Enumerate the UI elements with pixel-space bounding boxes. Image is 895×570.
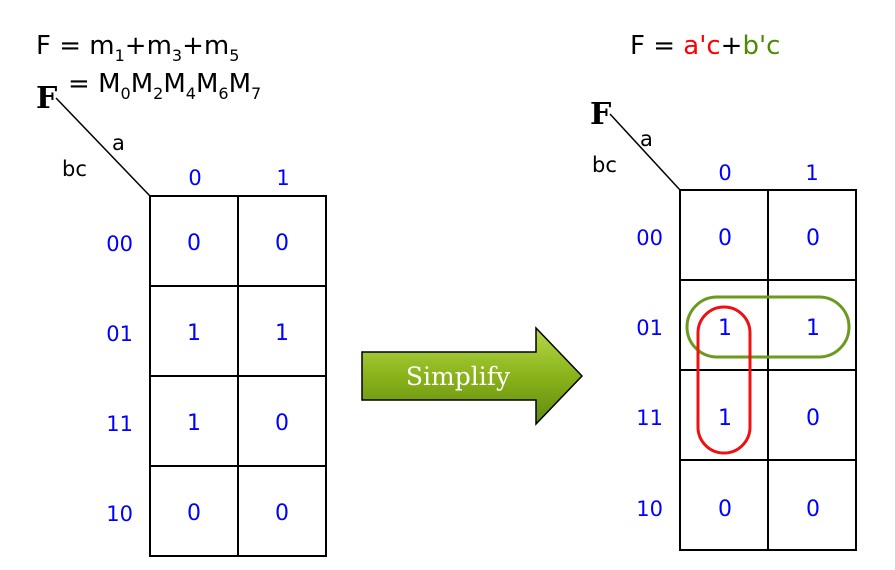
- kmap-cell: 0: [275, 231, 289, 256]
- col-header: 1: [276, 166, 289, 190]
- kmap-cell: 0: [718, 226, 732, 251]
- kmap-cell: 1: [187, 321, 201, 346]
- kmap-cell: 0: [806, 497, 820, 522]
- left-kmap: F a bc 0 1 00 01 11 10 0 0 1 1 1 0 0 0: [36, 81, 327, 557]
- svg-text:= M0M2M4M6M7: = M0M2M4M6M7: [68, 69, 261, 103]
- var-col-label: a: [112, 131, 125, 155]
- col-header: 0: [188, 166, 201, 190]
- var-row-label: bc: [592, 153, 617, 177]
- kmap-cell: 1: [275, 321, 289, 346]
- col-header: 1: [805, 161, 818, 185]
- corner-diagonal: [55, 97, 151, 197]
- row-header: 10: [106, 502, 133, 526]
- kmap-cell: 1: [718, 406, 732, 431]
- kmap-cell: 0: [275, 411, 289, 436]
- var-col-label: a: [640, 127, 653, 151]
- row-header: 00: [106, 232, 133, 256]
- kmap-cell: 0: [806, 226, 820, 251]
- kmap-cell: 1: [806, 316, 820, 341]
- row-header: 01: [106, 322, 133, 346]
- row-header: 01: [636, 316, 663, 340]
- simplify-arrow: Simplify: [361, 326, 584, 426]
- function-label: F: [36, 81, 57, 116]
- row-header: 11: [106, 412, 133, 436]
- kmap-cell: 0: [718, 497, 732, 522]
- row-header: 11: [636, 406, 663, 430]
- group-a-prime-c-loop: [696, 305, 752, 455]
- corner-diagonal: [609, 113, 681, 191]
- left-maxterm-equation: = M0M2M4M6M7: [68, 69, 261, 103]
- row-header: 00: [636, 226, 663, 250]
- term-b-prime-c: b'c: [742, 31, 780, 61]
- kmap-cell: 1: [187, 411, 201, 436]
- kmap-cell: 0: [806, 406, 820, 431]
- row-header: 10: [636, 497, 663, 521]
- function-label: F: [590, 97, 611, 132]
- left-minterm-equation: F = m1+m3+m5: [36, 31, 239, 65]
- term-a-prime-c: a'c: [683, 31, 720, 61]
- kmap-grid: [149, 195, 327, 557]
- var-row-label: bc: [62, 157, 87, 181]
- kmap-cell: 0: [275, 501, 289, 526]
- svg-text:F = m1+m3+m5: F = m1+m3+m5: [36, 31, 239, 65]
- kmap-cell: 1: [718, 316, 732, 341]
- svg-text:F = a'c+b'c: F = a'c+b'c: [630, 31, 780, 61]
- equation-lhs: F =: [36, 31, 89, 61]
- group-b-prime-c-loop: [685, 295, 851, 359]
- kmap-grid: [679, 189, 857, 551]
- simplify-label: Simplify: [406, 362, 511, 391]
- right-simplified-equation: F = a'c+b'c: [630, 31, 780, 61]
- kmap-cell: 0: [187, 231, 201, 256]
- right-kmap: F a bc 0 1 00 01 11 10 0 0 1 1 1 0 0 0: [590, 97, 857, 551]
- col-header: 0: [718, 161, 731, 185]
- kmap-cell: 0: [187, 501, 201, 526]
